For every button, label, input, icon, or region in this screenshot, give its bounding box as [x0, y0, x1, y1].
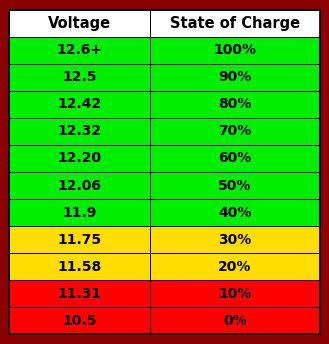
Bar — [150, 226, 320, 253]
Text: 10%: 10% — [218, 287, 252, 301]
Text: 12.42: 12.42 — [58, 97, 102, 111]
Bar — [9, 37, 150, 64]
Text: 11.31: 11.31 — [58, 287, 102, 301]
Bar — [150, 10, 320, 37]
Text: 10.5: 10.5 — [63, 314, 97, 328]
Bar — [9, 145, 150, 172]
Bar — [150, 64, 320, 91]
Text: 50%: 50% — [218, 179, 252, 193]
Bar — [150, 118, 320, 145]
Text: 40%: 40% — [218, 206, 252, 219]
Bar — [9, 10, 150, 37]
Text: 60%: 60% — [218, 151, 251, 165]
Text: 12.6+: 12.6+ — [57, 43, 103, 57]
Text: 90%: 90% — [218, 70, 251, 84]
Text: 12.06: 12.06 — [58, 179, 102, 193]
Bar — [9, 226, 150, 253]
Text: 11.9: 11.9 — [63, 206, 97, 219]
Bar — [9, 118, 150, 145]
Bar — [9, 172, 150, 199]
Text: 12.20: 12.20 — [58, 151, 102, 165]
Bar — [9, 91, 150, 118]
Bar — [150, 307, 320, 334]
Text: 70%: 70% — [218, 125, 251, 138]
Text: State of Charge: State of Charge — [170, 16, 300, 31]
Text: 80%: 80% — [218, 97, 252, 111]
Bar — [9, 280, 150, 307]
Text: 30%: 30% — [218, 233, 251, 247]
Bar — [150, 37, 320, 64]
Text: 12.5: 12.5 — [62, 70, 97, 84]
Bar — [150, 172, 320, 199]
Bar — [150, 280, 320, 307]
Text: 11.75: 11.75 — [58, 233, 102, 247]
Text: 11.58: 11.58 — [58, 260, 102, 274]
Bar — [9, 253, 150, 280]
Bar — [150, 199, 320, 226]
Text: 0%: 0% — [223, 314, 247, 328]
Bar — [150, 253, 320, 280]
Bar — [9, 64, 150, 91]
Text: Voltage: Voltage — [48, 16, 111, 31]
Text: 100%: 100% — [213, 43, 256, 57]
Text: 20%: 20% — [218, 260, 252, 274]
Bar — [9, 199, 150, 226]
Text: 12.32: 12.32 — [58, 125, 102, 138]
Bar — [150, 145, 320, 172]
Bar — [9, 307, 150, 334]
Bar — [150, 91, 320, 118]
